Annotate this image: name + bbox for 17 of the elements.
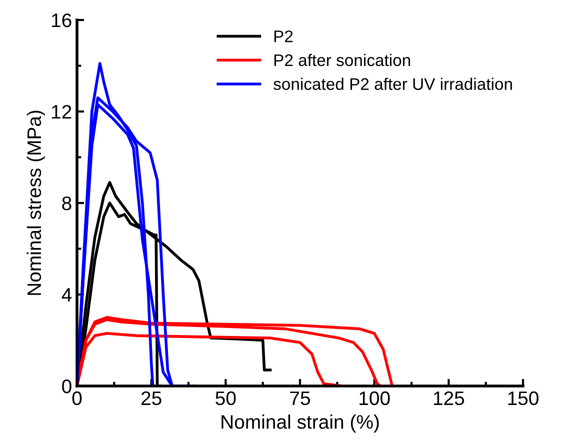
x-axis-title: Nominal strain (%) bbox=[222, 414, 379, 433]
y-tick-label: 4 bbox=[62, 288, 72, 302]
y-tick-label: 12 bbox=[52, 104, 72, 119]
y-tick-label: 0 bbox=[62, 379, 72, 394]
x-tick-label: 150 bbox=[508, 391, 538, 406]
legend-label: P2 after sonication bbox=[274, 54, 410, 66]
x-tick-label: 125 bbox=[434, 391, 464, 406]
x-tick-label: 0 bbox=[72, 391, 82, 406]
x-tick-label: 25 bbox=[142, 391, 162, 406]
y-tick-label: 8 bbox=[62, 196, 72, 210]
y-axis-title: Nominal stress (MPa) bbox=[26, 110, 45, 295]
y-tick-label: 16 bbox=[52, 13, 72, 28]
x-tick-label: 100 bbox=[360, 391, 390, 406]
x-tick-label: 75 bbox=[290, 392, 310, 406]
legend-label: P2 bbox=[274, 30, 293, 42]
legend-label: sonicated P2 after UV irradiation bbox=[274, 78, 512, 90]
x-tick-label: 50 bbox=[216, 391, 236, 406]
